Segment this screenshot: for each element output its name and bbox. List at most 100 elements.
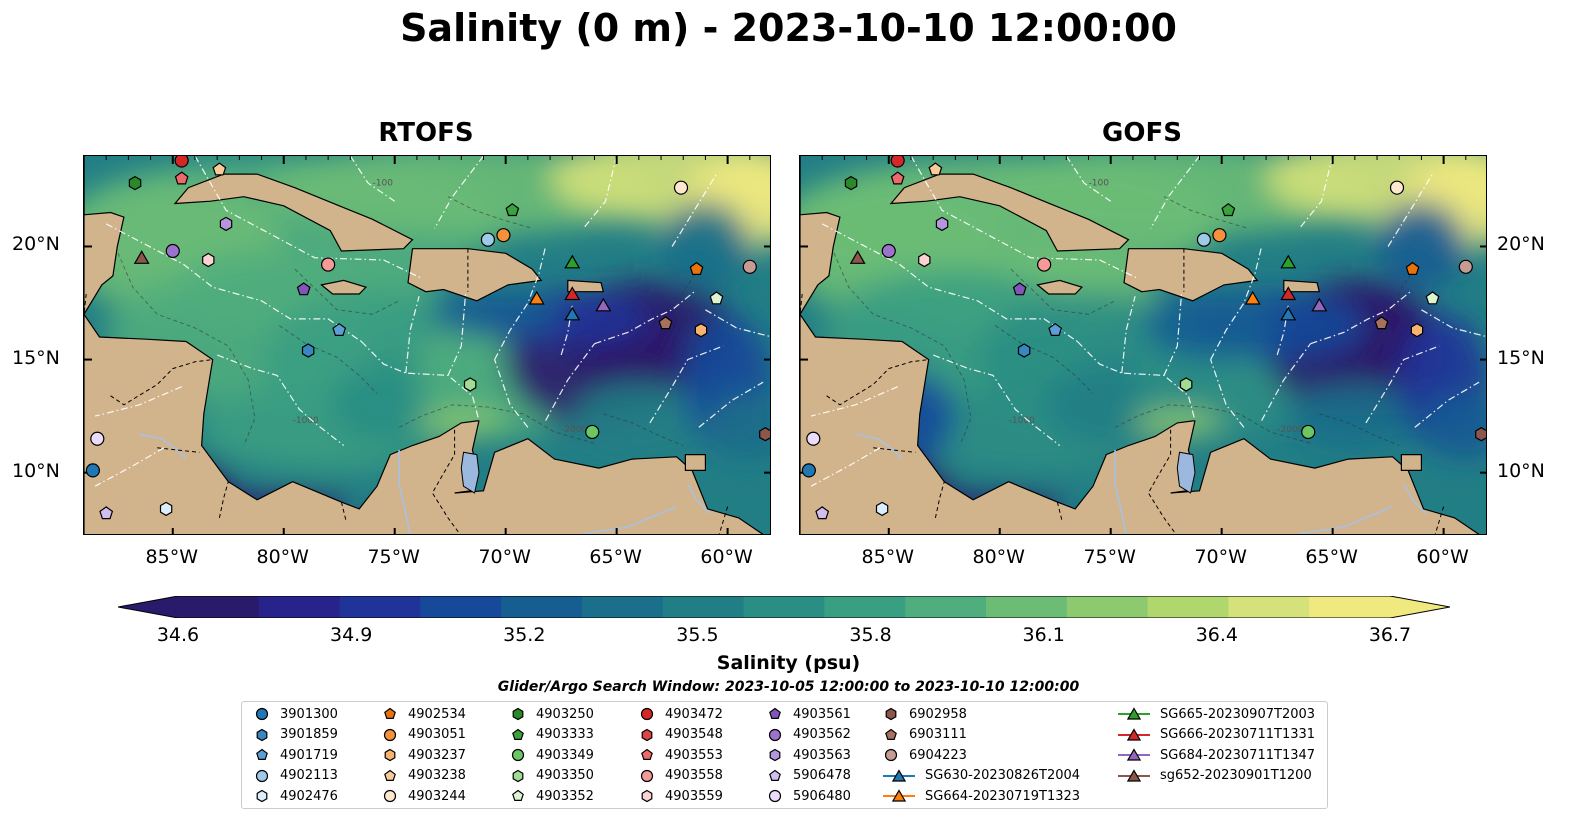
marker-4903472[interactable]: [890, 156, 905, 168]
lon-label: 65°W: [589, 546, 642, 568]
marker-4903561[interactable]: [296, 282, 311, 296]
marker-SG630-20230826T2004[interactable]: [1280, 306, 1297, 321]
marker-4903237[interactable]: [694, 323, 708, 338]
marker-4903558[interactable]: [321, 257, 336, 272]
marker-SG664-20230719T1323[interactable]: [528, 290, 545, 305]
marker-6902958[interactable]: [1475, 427, 1487, 442]
marker-4903553[interactable]: [174, 171, 189, 185]
marker-4902113[interactable]: [480, 232, 496, 247]
marker-6903111[interactable]: [658, 316, 673, 330]
marker-6903111[interactable]: [1374, 316, 1389, 330]
legend-marker-icon: [768, 790, 782, 803]
legend-label: 4902476: [280, 788, 338, 804]
legend-marker-icon: [383, 790, 397, 803]
marker-4903472[interactable]: [174, 156, 189, 168]
marker-4903563[interactable]: [935, 216, 949, 232]
legend-label: 4903238: [408, 768, 466, 784]
marker-4903559[interactable]: [918, 252, 931, 268]
marker-4903250[interactable]: [844, 175, 858, 191]
marker-SG684-20230711T1347[interactable]: [1311, 297, 1328, 312]
marker-4903562[interactable]: [881, 243, 896, 259]
marker-4903562[interactable]: [165, 243, 180, 259]
marker-4903561[interactable]: [1012, 282, 1027, 296]
marker-4903333[interactable]: [505, 203, 520, 217]
marker-4902113[interactable]: [1196, 232, 1212, 247]
marker-4903333[interactable]: [1221, 203, 1236, 217]
marker-4903237[interactable]: [1410, 323, 1424, 338]
rtofs-map: -100 -1000 -2000: [83, 155, 771, 535]
marker-SG665-20230907T2003[interactable]: [1280, 254, 1297, 269]
legend-label: 4903562: [793, 727, 851, 743]
legend-marker-icon: [1118, 727, 1150, 741]
marker-3901300[interactable]: [801, 463, 816, 478]
marker-4903350[interactable]: [463, 377, 477, 392]
marker-6902958[interactable]: [759, 427, 771, 442]
contour-label: -100: [1089, 178, 1110, 188]
legend-marker-icon: [883, 789, 915, 802]
marker-5906478[interactable]: [815, 506, 830, 520]
marker-SG630-20230826T2004[interactable]: [564, 306, 581, 321]
marker-4901719[interactable]: [1048, 322, 1063, 336]
marker-4903250[interactable]: [128, 175, 142, 191]
marker-6904223[interactable]: [1458, 259, 1473, 274]
contour-label: -1000: [293, 416, 319, 426]
colorbar: [117, 595, 1451, 619]
marker-5906480[interactable]: [806, 431, 821, 446]
marker-4902534[interactable]: [689, 261, 704, 276]
marker-4902476[interactable]: [159, 501, 173, 517]
marker-SG664-20230719T1323[interactable]: [1244, 290, 1261, 305]
marker-4903051[interactable]: [1212, 228, 1227, 243]
colorbar-swatch: [420, 596, 502, 618]
figure-title: Salinity (0 m) - 2023-10-10 12:00:00: [400, 6, 1177, 50]
marker-4903563[interactable]: [219, 216, 233, 232]
marker-4903051[interactable]: [496, 228, 511, 243]
marker-4903238[interactable]: [928, 162, 943, 176]
marker-SG665-20230907T2003[interactable]: [564, 254, 581, 269]
marker-4903349[interactable]: [585, 424, 600, 440]
depth-contour: [294, 268, 400, 315]
legend-item: 4903237: [382, 745, 466, 765]
legend-item: 3901300: [254, 704, 338, 724]
salinity-patch: [1377, 201, 1466, 292]
land-puertorico: [1283, 279, 1321, 293]
legend-label: 6903111: [909, 727, 967, 743]
marker-4901719[interactable]: [332, 322, 347, 336]
marker-4903349[interactable]: [1301, 424, 1316, 440]
marker-5906480[interactable]: [90, 431, 105, 446]
marker-4903558[interactable]: [1037, 257, 1052, 272]
marker-4903553[interactable]: [890, 171, 905, 185]
marker-3901300[interactable]: [85, 463, 100, 478]
marker-6904223[interactable]: [742, 259, 757, 274]
marker-SG666-20230711T1331[interactable]: [1280, 286, 1297, 301]
marker-4903559[interactable]: [202, 252, 215, 268]
marker-4902476[interactable]: [875, 501, 889, 517]
legend-item: 4903349: [510, 745, 594, 765]
eez-boundary: [494, 359, 529, 428]
marker-5906478[interactable]: [99, 506, 114, 520]
legend-marker-icon: [512, 790, 524, 802]
marker-SG684-20230711T1347[interactable]: [595, 297, 612, 312]
eez-boundary: [1163, 291, 1183, 376]
legend-marker-icon: [255, 707, 269, 721]
marker-4902534[interactable]: [1405, 261, 1420, 276]
marker-4903238[interactable]: [212, 162, 227, 176]
marker-4903244[interactable]: [673, 180, 689, 195]
country-border: [1434, 506, 1445, 534]
river: [1403, 483, 1427, 514]
depth-contour: [603, 413, 684, 446]
marker-4903244[interactable]: [1389, 180, 1405, 195]
marker-SG666-20230711T1331[interactable]: [564, 286, 581, 301]
marker-4903352[interactable]: [709, 291, 724, 305]
marker-3901859[interactable]: [1017, 343, 1031, 358]
legend-item: 3901859: [254, 725, 338, 745]
lon-label: 85°W: [861, 546, 914, 568]
marker-4903352[interactable]: [1425, 291, 1440, 305]
colorbar-tick: 36.7: [1368, 624, 1412, 646]
legend-marker-icon: [384, 707, 396, 719]
marker-3901859[interactable]: [301, 343, 315, 358]
marker-sg652-20230901T1200[interactable]: [133, 250, 150, 264]
marker-4903350[interactable]: [1179, 377, 1193, 392]
lon-label: 75°W: [367, 546, 420, 568]
marker-sg652-20230901T1200[interactable]: [849, 250, 866, 264]
land-jamaica: [320, 279, 368, 295]
